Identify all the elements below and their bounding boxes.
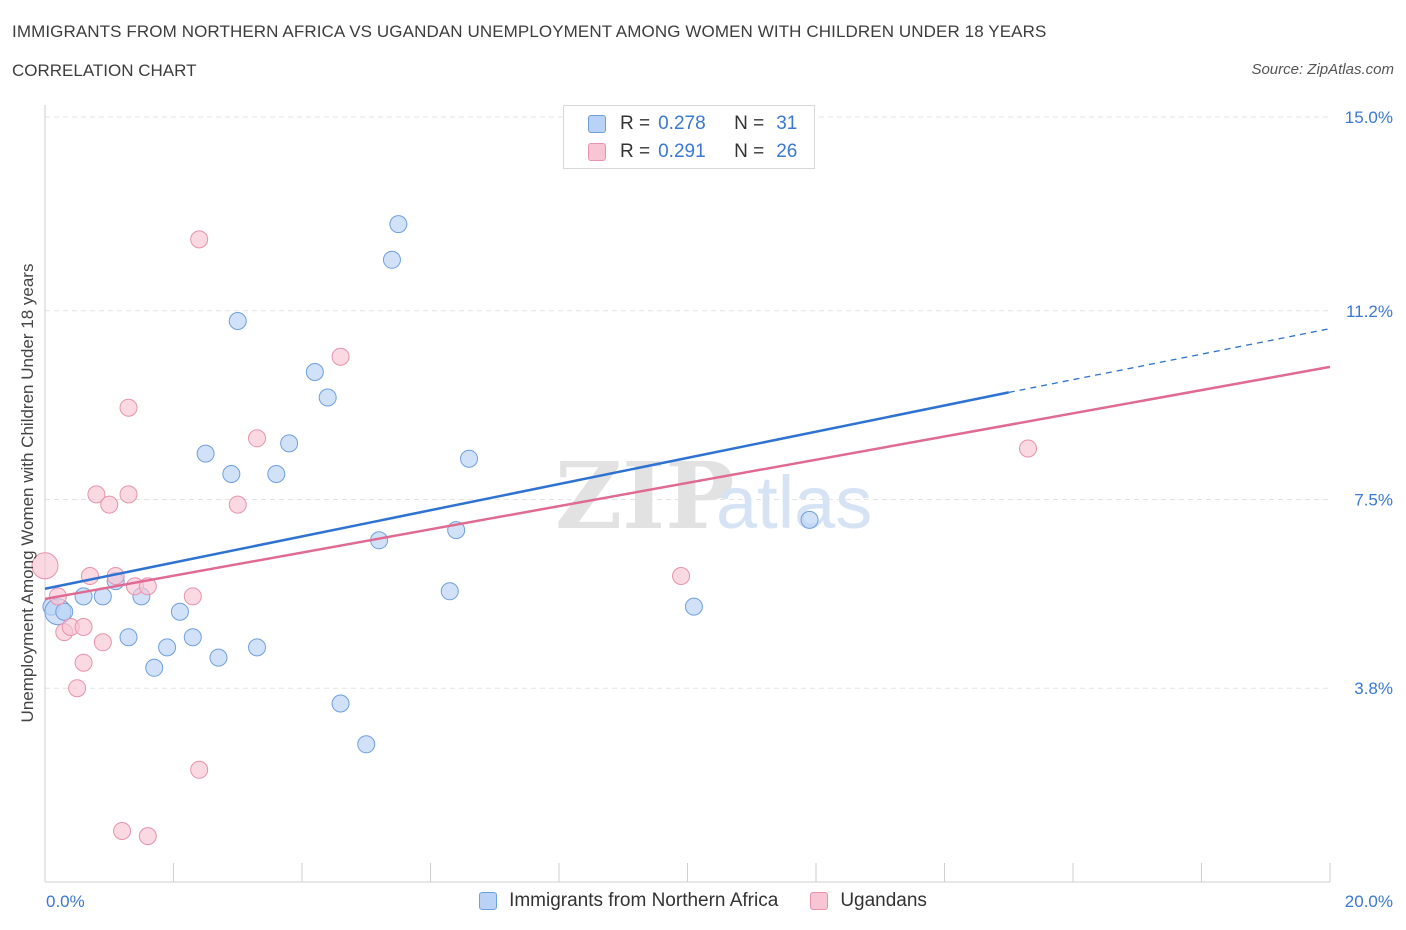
blue-data-point	[460, 449, 479, 468]
blue-data-point	[222, 465, 241, 483]
pink-data-point	[87, 485, 106, 504]
x-tick-label: 20.0%	[1345, 892, 1393, 911]
watermark-atlas: atlas	[716, 461, 872, 544]
blue-data-point	[196, 444, 215, 463]
pink-data-point	[113, 822, 132, 840]
legend-row-pink: R = 0.291 N = 26	[588, 140, 797, 164]
blue-data-point	[389, 215, 408, 234]
pink-data-point	[68, 679, 87, 698]
blue-trend-extension	[1008, 328, 1331, 394]
r-value-pink: 0.291	[658, 141, 706, 162]
blue-data-point	[357, 735, 376, 754]
source-label: Source: ZipAtlas.com	[1251, 61, 1394, 78]
pink-data-point	[138, 827, 157, 846]
blue-square-icon	[479, 892, 498, 910]
legend-label-ugandans: Ugandans	[840, 890, 927, 911]
series-legend: Immigrants from Northern Africa Ugandans	[0, 890, 1406, 912]
blue-data-point	[800, 510, 819, 529]
legend-label-northern-africa: Immigrants from Northern Africa	[509, 890, 779, 911]
legend-row-blue: R = 0.278 N = 31	[588, 112, 797, 136]
y-axis-label: Unemployment Among Women with Children U…	[18, 263, 37, 723]
y-tick-label: 7.5%	[1354, 491, 1393, 510]
blue-data-point	[228, 312, 247, 330]
pink-data-point	[119, 398, 138, 417]
pink-trend-line	[44, 365, 1331, 601]
pink-data-point	[190, 760, 209, 779]
blue-swatch-icon	[588, 115, 606, 133]
blue-data-point	[248, 638, 267, 657]
blue-data-point	[209, 648, 228, 667]
pink-data-point	[331, 347, 350, 366]
r-value-blue: 0.278	[658, 113, 706, 134]
blue-data-point	[267, 465, 286, 483]
blue-data-point	[684, 597, 703, 616]
pink-data-point	[672, 567, 691, 585]
pink-swatch-icon	[588, 143, 606, 161]
pink-data-point	[119, 485, 138, 504]
blue-data-point	[305, 363, 324, 381]
blue-data-point	[119, 628, 138, 647]
blue-data-point	[331, 694, 350, 713]
legend-item-northern-africa: Immigrants from Northern Africa	[479, 890, 778, 912]
blue-data-point	[382, 250, 401, 269]
chart-subtitle: CORRELATION CHART	[12, 61, 197, 80]
blue-data-point	[170, 602, 189, 621]
blue-data-point	[183, 628, 202, 647]
blue-data-point	[318, 388, 337, 407]
blue-data-point	[440, 582, 459, 601]
legend-item-ugandans: Ugandans	[810, 890, 927, 912]
blue-data-point	[280, 434, 299, 453]
blue-data-point	[55, 602, 74, 621]
y-tick-label: 3.8%	[1354, 679, 1393, 698]
n-value-blue: 31	[776, 113, 798, 134]
blue-data-point	[158, 638, 177, 657]
n-label: N =	[734, 113, 765, 134]
pink-data-point	[93, 633, 112, 652]
y-tick-label: 11.2%	[1346, 302, 1393, 321]
n-label: N =	[734, 141, 765, 162]
x-tick-label: 0.0%	[46, 892, 85, 911]
pink-data-point	[190, 230, 209, 249]
pink-data-point	[248, 429, 267, 448]
pink-data-point	[31, 552, 59, 580]
pink-data-point	[1019, 439, 1038, 458]
n-value-pink: 26	[776, 141, 798, 162]
pink-data-point	[100, 495, 119, 514]
y-tick-label: 15.0%	[1345, 108, 1393, 127]
pink-square-icon	[810, 892, 829, 910]
watermark-zip: ZIP	[555, 442, 734, 550]
pink-data-point	[183, 587, 202, 606]
pink-data-point	[74, 618, 93, 636]
chart-title: IMMIGRANTS FROM NORTHERN AFRICA VS UGAND…	[12, 22, 1047, 41]
pink-data-point	[228, 495, 247, 514]
blue-trend-line	[44, 391, 1009, 590]
r-label: R =	[620, 113, 651, 134]
blue-data-point	[145, 658, 164, 677]
pink-data-point	[74, 653, 93, 672]
r-label: R =	[620, 141, 651, 162]
correlation-legend: R = 0.278 N = 31 R = 0.291 N = 26	[563, 105, 815, 169]
